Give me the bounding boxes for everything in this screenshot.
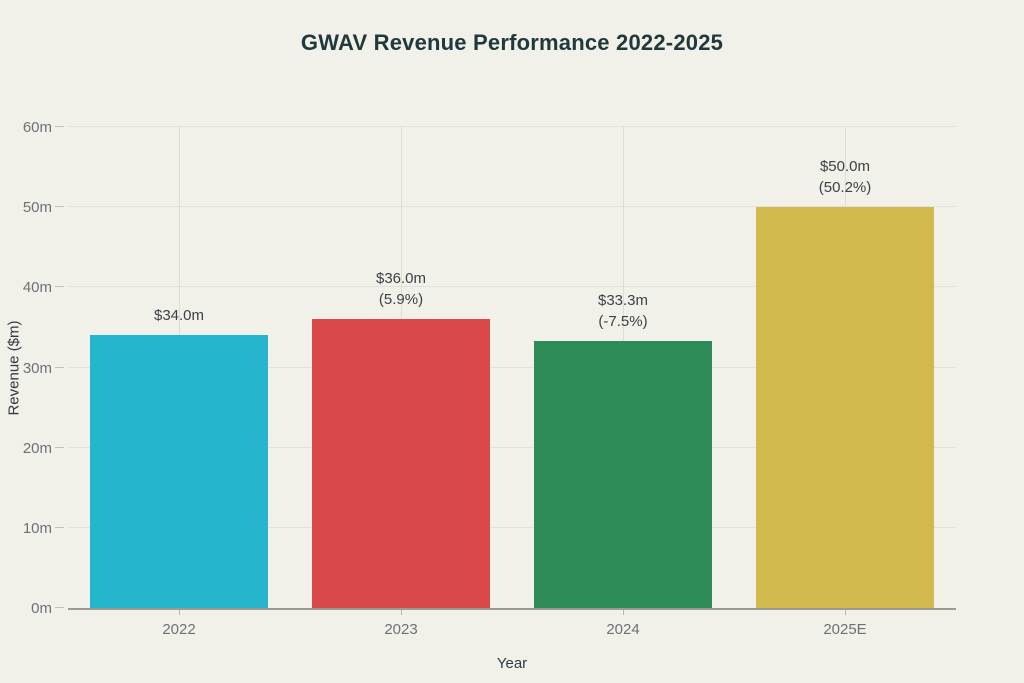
plot-area: 0m 10m 20m 30m 40m 50m 60m $34.0m 2022 $36.0m (5.9…: [23, 119, 956, 638]
y-tick-mark: [55, 366, 64, 368]
horizontal-gridline: [68, 526, 956, 528]
bar-2023: [312, 319, 490, 608]
x-tick-mark: [179, 610, 180, 615]
x-tick-mark: [845, 610, 846, 615]
bar-value-label: $36.0m: [375, 270, 427, 288]
x-tick-label-2023: 2023: [384, 621, 418, 638]
y-tick-label: 60m: [22, 119, 52, 136]
x-tick-label-2024: 2024: [606, 621, 640, 638]
bar-annotation-2024: $33.3m (-7.5%): [598, 290, 648, 332]
y-tick-label: 20m: [22, 439, 52, 457]
bar-annotation-2025E: $50.0m (50.2%): [819, 156, 872, 198]
y-tick-mark: [55, 446, 64, 448]
bar-annotation-2023: $36.0m (5.9%): [376, 268, 426, 310]
y-tick-mark: [55, 526, 64, 528]
bar-percent-label: (50.2%): [818, 179, 872, 197]
y-tick-label: 0m: [31, 600, 52, 617]
bar-2022: [90, 335, 268, 608]
bar-2025E: [756, 207, 934, 608]
horizontal-gridline: [68, 446, 956, 448]
bar-value-label: $34.0m: [153, 307, 205, 325]
horizontal-gridline: [68, 126, 956, 127]
x-tick-mark: [401, 610, 402, 615]
bar-2024: [534, 341, 712, 608]
y-tick-mark: [55, 607, 64, 608]
bar-percent-label: (5.9%): [378, 291, 424, 309]
x-axis-title: Year: [496, 655, 528, 672]
x-tick-label-2022: 2022: [162, 621, 196, 638]
bar-value-label: $33.3m: [597, 292, 649, 310]
y-tick-label: 30m: [22, 359, 52, 377]
y-tick-label: 40m: [22, 279, 52, 297]
y-tick-mark: [55, 206, 64, 208]
bar-percent-label: (-7.5%): [598, 313, 648, 331]
horizontal-gridline: [68, 206, 956, 208]
y-tick-mark: [55, 126, 64, 127]
horizontal-gridline: [68, 286, 956, 288]
y-tick-label: 10m: [22, 519, 52, 537]
chart-title: GWAV Revenue Performance 2022-2025: [300, 30, 724, 55]
bar-annotation-2022: $34.0m: [154, 305, 204, 326]
horizontal-gridline: [68, 366, 956, 368]
x-tick-mark: [623, 610, 624, 615]
x-tick-label-2025E: 2025E: [823, 621, 867, 638]
y-tick-mark: [55, 286, 64, 288]
bar-value-label: $50.0m: [819, 158, 871, 176]
y-tick-label: 50m: [22, 199, 52, 217]
